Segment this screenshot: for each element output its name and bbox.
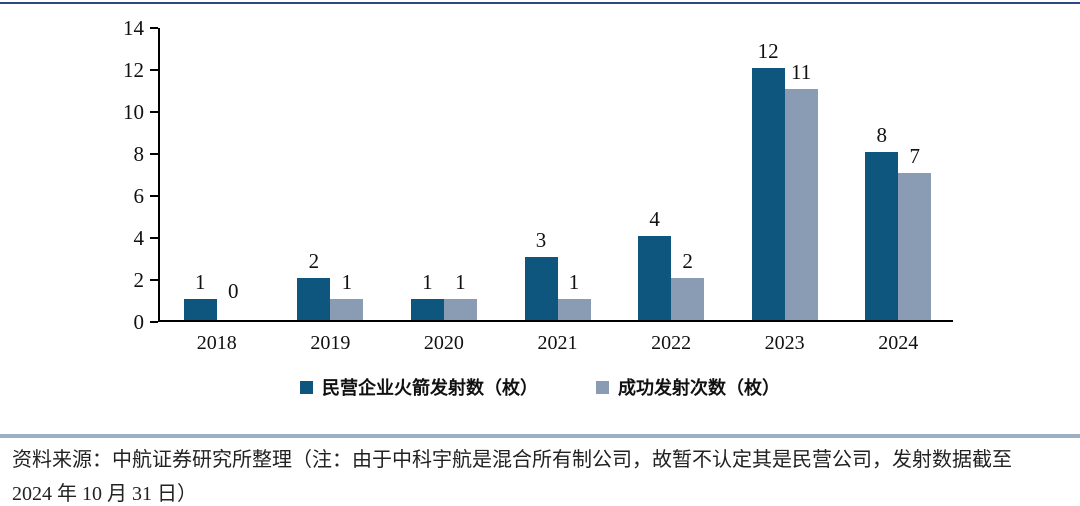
bar-value-label: 7	[909, 144, 920, 168]
bar-2024-series2	[898, 173, 932, 320]
source-note-line1: 资料来源：中航证券研究所整理（注：由于中科宇航是混合所有制公司，故暂不认定其是民…	[12, 449, 1012, 471]
x-axis-label-2018: 2018	[196, 332, 237, 354]
bar-2020-series2	[443, 299, 477, 320]
bar-value-label: 0	[228, 279, 239, 303]
footer-divider	[0, 434, 1080, 438]
legend-swatch-series2	[596, 380, 609, 394]
y-axis-label: 8	[133, 142, 145, 166]
y-axis-tick	[150, 195, 158, 197]
bar-value-label: 11	[791, 60, 812, 84]
legend-item-series2: 成功发射次数（枚）	[596, 374, 780, 400]
bar-value-label: 1	[455, 270, 466, 294]
y-axis-tick	[150, 111, 158, 113]
bar-2022-series1	[638, 236, 672, 320]
plot-area: 0 2 4 6 8 10 12 14 2018 1 0 2019 2 1 2020 1 1 2021 3 1 2022 4…	[123, 16, 953, 354]
y-axis-tick	[150, 321, 158, 323]
bar-value-label: 3	[535, 228, 547, 252]
bar-2018-series1	[183, 299, 217, 320]
y-axis-tick	[150, 69, 158, 71]
y-axis-label: 12	[123, 58, 144, 82]
x-axis-label-2020: 2020	[423, 332, 464, 354]
bar-2019-series1	[297, 278, 331, 320]
bar-2020-series1	[410, 299, 444, 320]
y-axis-tick	[150, 153, 158, 155]
legend-swatch-series1	[300, 380, 313, 394]
y-axis-label: 2	[133, 268, 145, 292]
y-axis-tick	[150, 27, 158, 29]
bar-value-label: 2	[682, 249, 693, 273]
legend-label-series1: 民营企业火箭发射数（枚）	[322, 378, 538, 398]
y-axis-label: 0	[133, 310, 145, 334]
bar-value-label: 4	[649, 207, 660, 231]
source-note-line2: 2024 年 10 月 31 日）	[12, 483, 197, 505]
bar-value-label: 1	[568, 270, 580, 294]
chart-legend: 民营企业火箭发射数（枚） 成功发射次数（枚）	[0, 374, 1080, 400]
x-axis-label-2022: 2022	[651, 332, 692, 354]
source-note: 资料来源：中航证券研究所整理（注：由于中科宇航是混合所有制公司，故暂不认定其是民…	[0, 443, 1080, 506]
bar-2019-series2	[330, 299, 364, 320]
bar-2022-series2	[671, 278, 705, 320]
y-axis-label: 14	[123, 16, 144, 40]
bar-value-label: 12	[757, 39, 779, 63]
bar-value-label: 1	[422, 270, 433, 294]
bar-2021-series2	[557, 299, 591, 320]
bar-value-label: 1	[341, 270, 353, 294]
legend-item-series1: 民营企业火箭发射数（枚）	[300, 374, 538, 400]
x-axis-label-2019: 2019	[310, 332, 351, 354]
x-axis-label-2024: 2024	[878, 332, 919, 354]
y-axis-label: 4	[133, 226, 145, 250]
bar-value-label: 1	[195, 270, 206, 294]
top-border-line	[0, 2, 1080, 4]
bar-2023-series1	[751, 68, 785, 320]
y-axis-tick	[150, 237, 158, 239]
y-axis-label: 6	[133, 184, 145, 208]
y-axis-tick	[150, 279, 158, 281]
legend-label-series2: 成功发射次数（枚）	[618, 378, 780, 398]
bar-2024-series1	[865, 152, 899, 320]
x-axis-label-2023: 2023	[764, 332, 805, 354]
bar-2021-series1	[524, 257, 558, 320]
x-axis-label-2021: 2021	[537, 332, 578, 354]
bar-2023-series2	[784, 89, 818, 320]
bar-value-label: 8	[876, 123, 887, 147]
y-axis-label: 10	[123, 100, 144, 124]
bar-value-label: 2	[308, 249, 320, 273]
